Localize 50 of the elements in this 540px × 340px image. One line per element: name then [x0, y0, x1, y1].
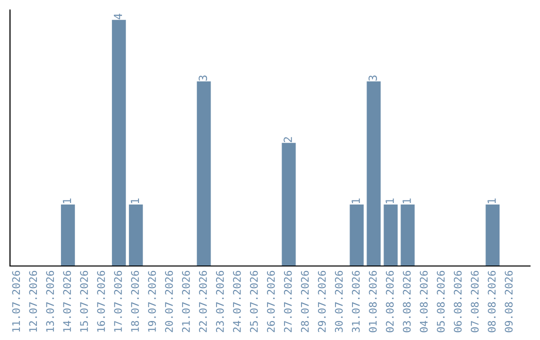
x-tick-label: 11.07.2026	[12, 270, 20, 332]
x-tick-label: 21.07.2026	[182, 270, 190, 332]
bar	[112, 20, 126, 266]
x-tick-label: 30.07.2026	[334, 270, 343, 332]
x-tick-label: 19.07.2026	[148, 270, 156, 332]
bar	[196, 81, 211, 266]
x-tick-label: 27.07.2026	[284, 270, 292, 332]
data-label: 1	[402, 198, 411, 204]
x-tick-label: 04.08.2026	[420, 270, 428, 332]
x-tick-label: 17.07.2026	[114, 270, 122, 332]
x-tick-label: 22.07.2026	[199, 270, 207, 332]
x-tick-label: 24.07.2026	[232, 270, 241, 332]
x-tick-label: 25.07.2026	[250, 270, 258, 332]
x-tick-label: 20.07.2026	[165, 270, 173, 332]
data-label: 3	[368, 76, 377, 81]
bar	[384, 204, 398, 266]
data-label: 1	[488, 198, 496, 204]
data-label: 1	[130, 198, 139, 204]
x-tick-label: 28.07.2026	[300, 270, 309, 332]
bar	[350, 204, 364, 266]
x-tick-label: 26.07.2026	[266, 270, 275, 332]
x-tick-label: 12.07.2026	[29, 270, 38, 332]
x-tick-label: 15.07.2026	[80, 270, 88, 332]
x-tick-label: 31.07.2026	[352, 270, 360, 332]
data-label: 1	[62, 198, 72, 204]
x-tick-label: 06.08.2026	[454, 270, 462, 332]
bar	[486, 204, 500, 266]
x-tick-label: 03.08.2026	[402, 270, 411, 332]
bar	[128, 204, 143, 266]
bar	[282, 142, 296, 266]
x-tick-label: 18.07.2026	[131, 270, 139, 332]
x-tick-label: 07.08.2026	[470, 270, 479, 332]
x-tick-label: 14.07.2026	[63, 270, 71, 332]
x-tick-label: 29.07.2026	[318, 270, 326, 332]
x-tick-label: 13.07.2026	[46, 270, 54, 332]
data-label: 3	[198, 76, 208, 81]
bar	[60, 204, 75, 266]
x-tick-label: 02.08.2026	[386, 270, 394, 332]
bar	[400, 204, 415, 266]
x-tick-label: 01.08.2026	[368, 270, 377, 332]
data-label: 2	[284, 137, 292, 142]
data-label: 4	[114, 14, 122, 20]
data-label: 1	[386, 198, 394, 204]
bar	[366, 81, 381, 266]
x-tick-label: 16.07.2026	[97, 270, 105, 332]
x-tick-label: 09.08.2026	[504, 270, 513, 332]
data-label: 1	[352, 198, 360, 204]
x-tick-label: 23.07.2026	[216, 270, 224, 332]
x-tick-label: 08.08.2026	[488, 270, 496, 332]
x-tick-label: 05.08.2026	[436, 270, 445, 332]
